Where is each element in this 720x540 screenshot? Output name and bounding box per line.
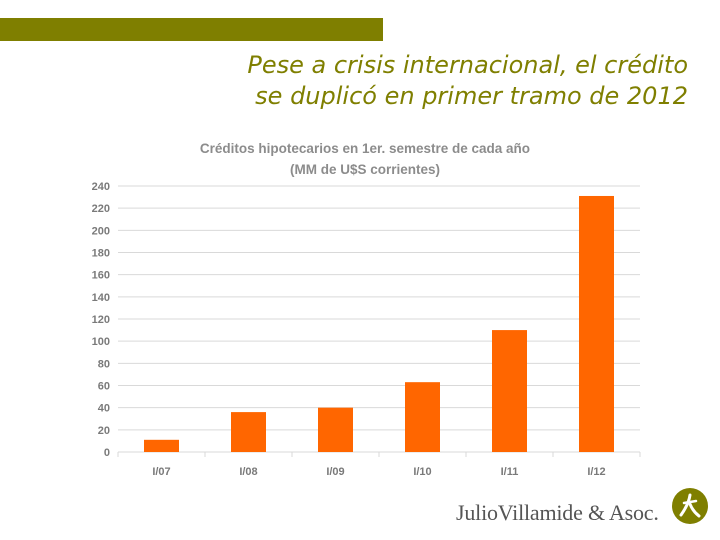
slide-headline: Pese a crisis internacional, el crédito … — [128, 50, 688, 112]
x-tick-label: I/08 — [239, 466, 257, 478]
x-tick-label: I/10 — [413, 466, 431, 478]
y-tick-label: 180 — [92, 248, 110, 260]
bar-i-11 — [492, 330, 527, 452]
bar-i-09 — [318, 407, 353, 452]
bars — [144, 195, 614, 452]
bar-i-10 — [405, 382, 440, 452]
y-tick-label: 20 — [98, 425, 110, 437]
y-tick-label: 120 — [92, 314, 110, 326]
y-tick-label: 140 — [92, 292, 110, 304]
y-tick-label: 240 — [92, 181, 110, 193]
y-tick-label: 40 — [98, 403, 110, 415]
chart-title: Créditos hipotecarios en 1er. semestre d… — [199, 141, 531, 156]
grid-lines — [118, 185, 640, 453]
headline-line-2: se duplicó en primer tramo de 2012 — [255, 82, 688, 110]
chart-subtitle: (MM de U$S corrientes) — [289, 162, 441, 177]
y-tick-label: 200 — [92, 225, 110, 237]
accent-bar — [0, 18, 383, 41]
x-tick-label: I/09 — [326, 466, 344, 478]
y-tick-label: 80 — [98, 358, 110, 370]
bar-i-08 — [231, 412, 266, 452]
villamide-logo-icon — [672, 488, 708, 524]
x-tick-label: I/12 — [587, 466, 605, 478]
chart-title-block: Créditos hipotecarios en 1er. semestre d… — [170, 138, 560, 180]
x-tick-label: I/07 — [152, 466, 170, 478]
bar-i-12 — [579, 195, 614, 452]
y-tick-label: 0 — [104, 447, 110, 459]
x-axis-ticks: I/07 I/08 I/09 I/10 I/11 I/12 — [117, 452, 641, 478]
y-axis-ticks: 0 20 40 60 80 100 120 140 160 180 200 220 240 — [92, 181, 110, 459]
y-tick-label: 100 — [92, 336, 110, 348]
headline-line-1: Pese a crisis internacional, el crédito — [247, 51, 688, 79]
x-tick-label: I/11 — [501, 466, 519, 478]
y-tick-label: 220 — [92, 203, 110, 215]
y-tick-label: 160 — [92, 270, 110, 282]
brand-name: JulioVillamide & Asoc. — [456, 500, 659, 525]
y-tick-label: 60 — [98, 381, 110, 393]
bar-i-07 — [144, 439, 179, 452]
